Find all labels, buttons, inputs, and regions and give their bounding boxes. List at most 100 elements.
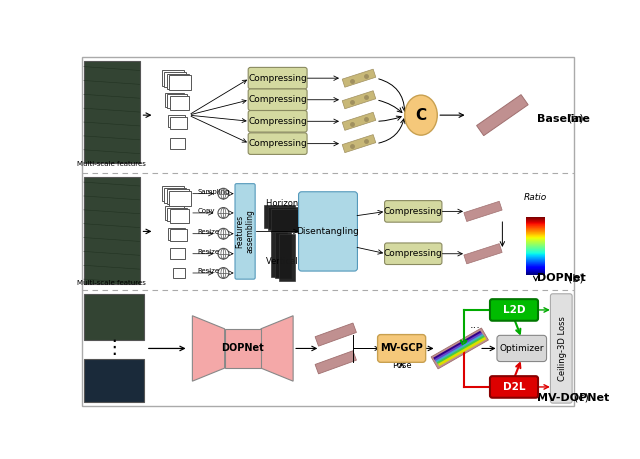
- Bar: [170, 229, 187, 241]
- Text: Multi-scale features: Multi-scale features: [77, 280, 146, 286]
- Text: Pose: Pose: [392, 361, 412, 370]
- Text: (b): (b): [568, 274, 584, 283]
- Bar: [164, 188, 186, 203]
- Ellipse shape: [218, 248, 229, 259]
- Text: L2D: L2D: [503, 305, 525, 315]
- Bar: [164, 72, 186, 87]
- Text: Multi-scale features: Multi-scale features: [77, 161, 146, 167]
- FancyBboxPatch shape: [385, 243, 442, 264]
- Text: Resize: Resize: [198, 249, 220, 255]
- Bar: [170, 138, 185, 149]
- Polygon shape: [431, 328, 488, 369]
- Polygon shape: [438, 337, 486, 366]
- Bar: [168, 115, 184, 128]
- Bar: [84, 359, 145, 402]
- Ellipse shape: [404, 95, 437, 135]
- Text: Horizontal plane: Horizontal plane: [266, 199, 335, 208]
- Polygon shape: [342, 112, 376, 130]
- Polygon shape: [315, 323, 356, 346]
- Polygon shape: [436, 334, 484, 363]
- Bar: [268, 207, 298, 230]
- FancyArrowPatch shape: [191, 100, 246, 114]
- Text: Sampling: Sampling: [198, 189, 230, 195]
- Polygon shape: [261, 316, 293, 381]
- Text: Compressing: Compressing: [248, 117, 307, 126]
- Text: DOPNet: DOPNet: [221, 343, 264, 353]
- Text: Resize: Resize: [198, 229, 220, 235]
- Bar: [170, 117, 187, 129]
- FancyArrowPatch shape: [379, 79, 407, 111]
- Text: Resize: Resize: [198, 269, 220, 274]
- Text: C: C: [415, 108, 427, 123]
- Polygon shape: [433, 331, 481, 360]
- Polygon shape: [193, 316, 225, 381]
- Bar: [162, 186, 184, 202]
- Text: Optimizer: Optimizer: [499, 344, 544, 353]
- FancyBboxPatch shape: [248, 133, 307, 154]
- FancyBboxPatch shape: [378, 335, 426, 362]
- Text: Compressing: Compressing: [248, 95, 307, 104]
- Ellipse shape: [218, 188, 229, 199]
- Text: D2L: D2L: [503, 382, 525, 392]
- Bar: [167, 73, 189, 89]
- Text: ⋮: ⋮: [104, 338, 124, 357]
- Text: Compressing: Compressing: [248, 74, 307, 83]
- Bar: [84, 177, 140, 284]
- Text: Compressing: Compressing: [384, 207, 443, 216]
- FancyBboxPatch shape: [248, 89, 307, 111]
- Polygon shape: [464, 244, 502, 264]
- FancyBboxPatch shape: [497, 336, 547, 362]
- Text: (a): (a): [568, 114, 584, 124]
- Bar: [264, 205, 294, 228]
- Polygon shape: [342, 69, 376, 87]
- Text: (c): (c): [575, 393, 589, 403]
- Bar: [168, 228, 184, 240]
- Polygon shape: [464, 202, 502, 222]
- Text: MV-GCP: MV-GCP: [380, 343, 423, 353]
- Text: ...: ...: [470, 320, 481, 330]
- FancyBboxPatch shape: [248, 111, 307, 132]
- Text: Compressing: Compressing: [248, 139, 307, 148]
- FancyArrowPatch shape: [191, 80, 246, 114]
- FancyBboxPatch shape: [248, 67, 307, 89]
- Ellipse shape: [218, 268, 229, 278]
- Polygon shape: [342, 91, 376, 109]
- Bar: [84, 294, 145, 340]
- Bar: [225, 329, 261, 368]
- Bar: [275, 232, 291, 278]
- FancyBboxPatch shape: [490, 299, 538, 321]
- Bar: [169, 75, 191, 90]
- FancyBboxPatch shape: [550, 294, 572, 403]
- Polygon shape: [342, 134, 376, 153]
- Ellipse shape: [218, 228, 229, 239]
- Bar: [170, 209, 189, 223]
- Polygon shape: [477, 95, 528, 136]
- FancyArrowPatch shape: [379, 119, 405, 143]
- FancyArrowPatch shape: [379, 101, 402, 112]
- Bar: [279, 235, 294, 281]
- FancyBboxPatch shape: [490, 376, 538, 398]
- Bar: [170, 248, 185, 259]
- Bar: [170, 96, 189, 110]
- FancyBboxPatch shape: [235, 184, 255, 279]
- FancyArrowPatch shape: [191, 115, 246, 123]
- Text: Disentangling: Disentangling: [296, 227, 360, 236]
- Bar: [271, 209, 303, 232]
- Text: Vertical planes: Vertical planes: [266, 257, 328, 266]
- Text: MV-DOPNet: MV-DOPNet: [537, 393, 609, 403]
- Text: Features
assembling: Features assembling: [236, 209, 255, 253]
- Bar: [271, 230, 287, 277]
- Bar: [84, 61, 140, 163]
- Text: DOPNet: DOPNet: [537, 274, 586, 283]
- Bar: [167, 189, 189, 204]
- Polygon shape: [435, 332, 483, 362]
- Polygon shape: [315, 351, 356, 374]
- Text: Ceiling-3D Loss: Ceiling-3D Loss: [557, 316, 566, 381]
- Bar: [167, 207, 187, 221]
- FancyArrowPatch shape: [191, 116, 246, 142]
- Text: Ratio: Ratio: [524, 193, 547, 202]
- Bar: [173, 269, 186, 278]
- FancyBboxPatch shape: [385, 201, 442, 222]
- Polygon shape: [436, 336, 485, 364]
- Bar: [167, 95, 187, 108]
